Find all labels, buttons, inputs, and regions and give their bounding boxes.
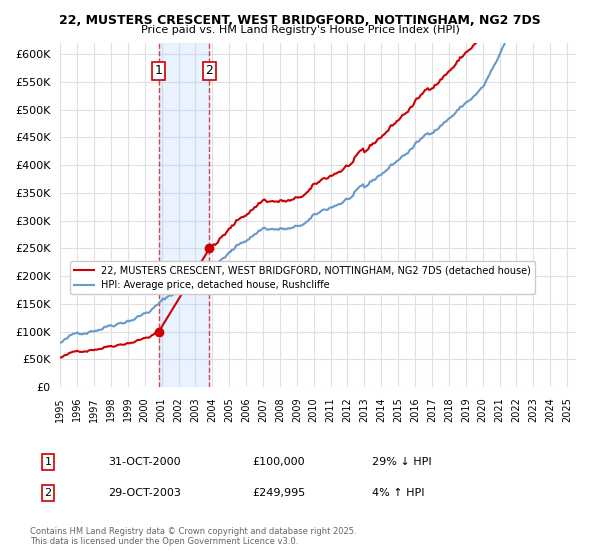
Legend: 22, MUSTERS CRESCENT, WEST BRIDGFORD, NOTTINGHAM, NG2 7DS (detached house), HPI:: 22, MUSTERS CRESCENT, WEST BRIDGFORD, NO… [70, 262, 535, 294]
Text: 4% ↑ HPI: 4% ↑ HPI [372, 488, 425, 498]
Text: 29% ↓ HPI: 29% ↓ HPI [372, 457, 431, 467]
Text: Price paid vs. HM Land Registry's House Price Index (HPI): Price paid vs. HM Land Registry's House … [140, 25, 460, 35]
Bar [159, 43, 209, 387]
Text: 1: 1 [44, 457, 52, 467]
Text: 2: 2 [206, 64, 214, 77]
Text: £249,995: £249,995 [252, 488, 305, 498]
Text: 2: 2 [44, 488, 52, 498]
Text: 22, MUSTERS CRESCENT, WEST BRIDGFORD, NOTTINGHAM, NG2 7DS: 22, MUSTERS CRESCENT, WEST BRIDGFORD, NO… [59, 14, 541, 27]
Text: 31-OCT-2000: 31-OCT-2000 [108, 457, 181, 467]
Text: Contains HM Land Registry data © Crown copyright and database right 2025.
This d: Contains HM Land Registry data © Crown c… [30, 526, 356, 546]
Text: 1: 1 [155, 64, 163, 77]
Text: £100,000: £100,000 [252, 457, 305, 467]
Text: 29-OCT-2003: 29-OCT-2003 [108, 488, 181, 498]
